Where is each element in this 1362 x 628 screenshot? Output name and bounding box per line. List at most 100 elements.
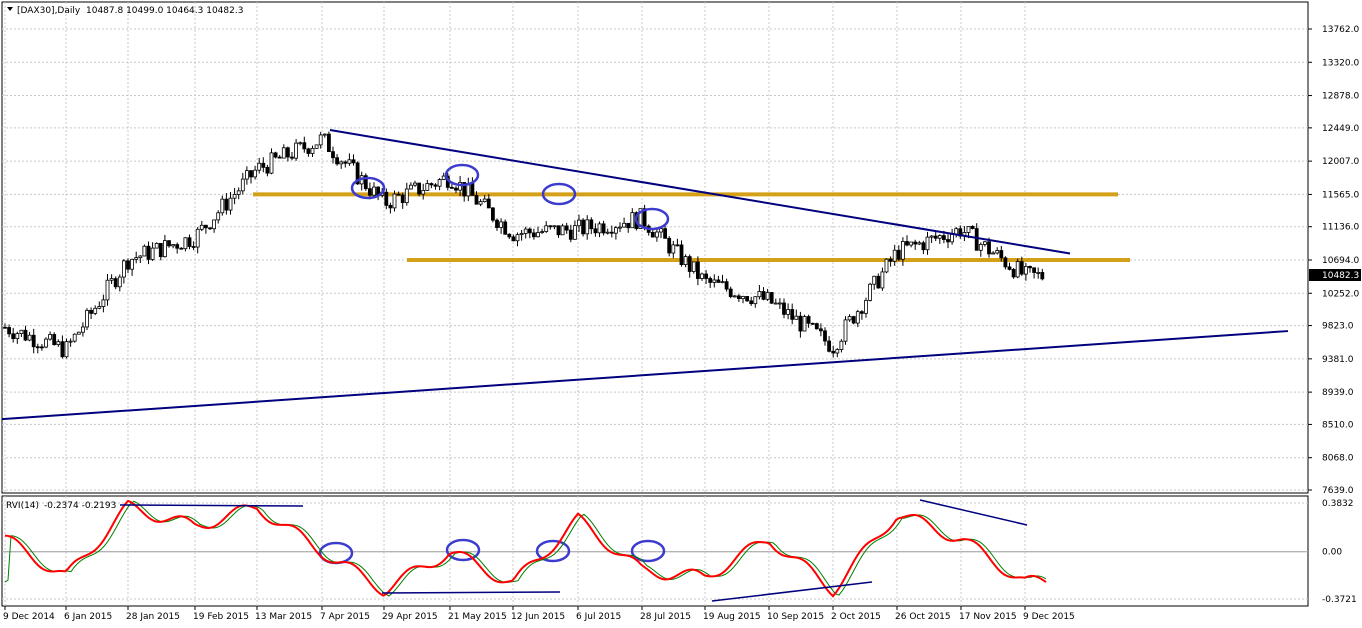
candle-body <box>991 252 995 255</box>
candle-body <box>860 311 864 314</box>
candle-body <box>720 281 725 284</box>
divergence-line[interactable] <box>381 591 561 594</box>
candle-body <box>265 166 270 174</box>
candle-body <box>892 249 897 262</box>
candle-body <box>367 188 372 196</box>
candle-body <box>495 219 499 228</box>
indicator-pane[interactable] <box>1 495 1309 607</box>
candle-body <box>597 223 602 234</box>
candle-body <box>244 170 249 180</box>
time-axis-label: 6 Jul 2015 <box>576 612 621 622</box>
candle-body <box>642 208 647 227</box>
price-pane[interactable] <box>1 1 1309 494</box>
candle-body <box>343 161 348 164</box>
candle-body <box>294 142 299 159</box>
time-axis-label: 28 Jan 2015 <box>126 612 180 622</box>
rvi-main-line <box>4 499 1047 598</box>
candle-body <box>847 316 852 321</box>
price-axis-label: 13320.0 <box>1322 58 1359 68</box>
candle-body <box>392 193 397 209</box>
current-price-box <box>1309 269 1361 281</box>
candle-body <box>737 295 741 300</box>
candle-body <box>564 225 569 231</box>
candle-body <box>400 194 405 204</box>
candle-body <box>109 278 114 281</box>
candle-body <box>76 331 81 335</box>
candle-body <box>622 222 626 228</box>
candle-body <box>909 241 913 246</box>
candle-body <box>208 227 212 230</box>
candle-body <box>880 271 885 289</box>
candle-body <box>745 296 749 302</box>
price-axis-label: 8510.0 <box>1322 420 1354 430</box>
candle-body <box>757 291 762 298</box>
candle-body <box>179 247 184 250</box>
candle-body <box>23 329 28 341</box>
descending-trendline[interactable] <box>329 129 1071 255</box>
pattern-circle <box>634 207 670 231</box>
candle-body <box>3 326 7 329</box>
pattern-circle <box>350 176 386 200</box>
divergence-line[interactable] <box>919 499 1028 526</box>
ascending-trendline[interactable] <box>1 330 1289 421</box>
candle-body <box>31 334 36 348</box>
candle-body <box>122 260 126 278</box>
candle-body <box>1040 272 1045 280</box>
candle-body <box>573 225 577 240</box>
candle-body <box>933 235 938 239</box>
candle-body <box>593 228 598 234</box>
time-axis-label: 13 Mar 2015 <box>255 612 312 622</box>
candle-body <box>302 142 307 150</box>
price-axis-label: 8939.0 <box>1322 388 1354 398</box>
candle-body <box>601 223 606 234</box>
candle-body <box>937 235 942 239</box>
candle-body <box>728 288 733 297</box>
candle-body <box>655 231 659 238</box>
candle-body <box>339 161 344 165</box>
candle-body <box>806 316 811 324</box>
current-price-tag: 10482.3 <box>1309 269 1361 281</box>
candle-body <box>605 231 610 234</box>
time-axis-label: 12 Jun 2015 <box>511 612 565 622</box>
candle-body <box>183 237 188 250</box>
candle-body <box>404 188 409 204</box>
candle-body <box>220 198 225 214</box>
candle-body <box>966 226 971 233</box>
candle-body <box>56 341 61 345</box>
candle-body <box>556 225 561 236</box>
price-axis-label: 10252.0 <box>1322 289 1359 299</box>
candle-body <box>503 221 508 235</box>
candle-body <box>884 258 889 273</box>
pattern-circles <box>318 163 670 565</box>
candle-body <box>864 300 868 314</box>
candle-body <box>253 169 258 178</box>
time-axis-label: 19 Feb 2015 <box>193 612 249 622</box>
candle-body <box>835 349 840 354</box>
divergence-line[interactable] <box>119 504 304 507</box>
candle-body <box>987 241 991 255</box>
candle-body <box>683 256 688 266</box>
candle-body <box>970 226 975 229</box>
pattern-circle <box>445 538 481 562</box>
candle-body <box>175 244 180 249</box>
candle-body <box>868 283 872 301</box>
candle-body <box>355 162 360 185</box>
dropdown-triangle-icon[interactable] <box>7 7 13 11</box>
candle-body <box>162 240 167 258</box>
candle-body <box>585 219 590 235</box>
candle-body <box>942 235 946 240</box>
candle-body <box>97 306 102 309</box>
candle-body <box>696 261 700 279</box>
candle-body <box>769 292 774 304</box>
candle-body <box>335 157 340 165</box>
candle-body <box>101 299 106 307</box>
candle-body <box>855 311 860 324</box>
candle-body <box>216 212 221 221</box>
candle-body <box>89 309 93 314</box>
pattern-circle <box>630 539 666 563</box>
candle-body <box>261 162 266 168</box>
divergence-line[interactable] <box>711 581 873 602</box>
candle-body <box>93 307 98 314</box>
